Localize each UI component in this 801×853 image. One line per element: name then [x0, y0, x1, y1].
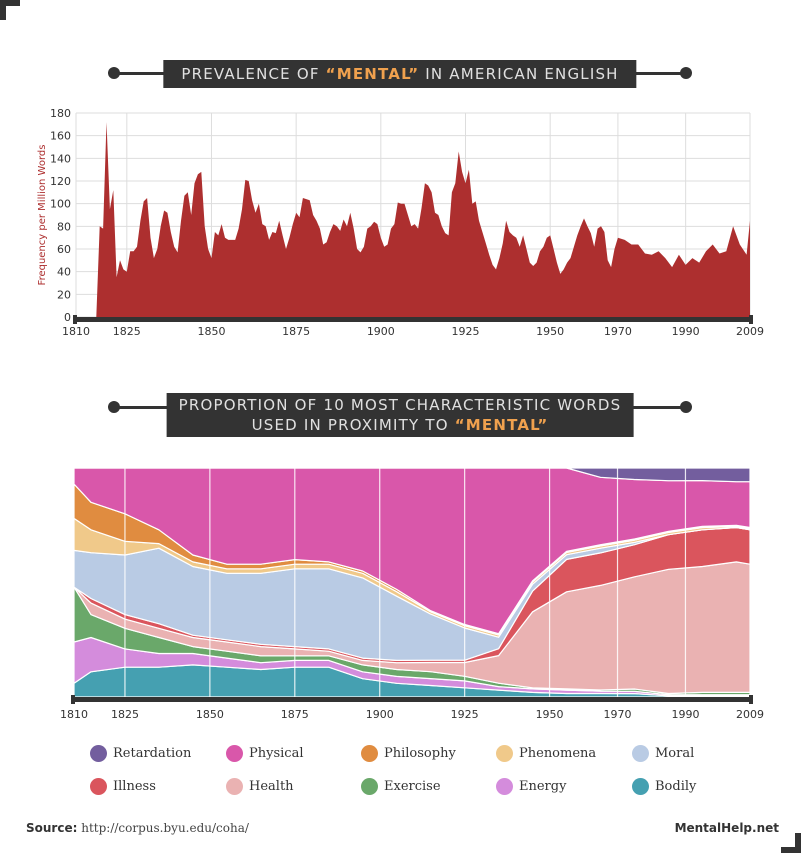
y-tick-label: 120: [50, 175, 71, 188]
x-tick-label: 1900: [367, 325, 395, 338]
x-tick-label: 1850: [197, 325, 225, 338]
legend-label: Physical: [249, 746, 304, 761]
chart2-title-line1: PROPORTION OF 10 MOST CHARACTERISTIC WOR…: [178, 396, 622, 414]
proportion-stacked-area-chart: 1810 1825 1850 1875 1900 1925 1950 1970 1990 2009: [60, 467, 764, 721]
legend-label: Retardation: [113, 746, 192, 761]
x-axis-cap-right: [749, 695, 753, 704]
brand-name[interactable]: MentalHelp.net: [674, 821, 779, 835]
x-tick-label: 1990: [672, 325, 700, 338]
chart2-title-banner: PROPORTION OF 10 MOST CHARACTERISTIC WOR…: [108, 393, 692, 440]
corner-mark-top-left: [0, 0, 20, 20]
prevalence-area-chart: 0 20 40 60 80 100 120 140 160 180 1810 1825 1850 1875…: [37, 107, 764, 338]
chart1-title: PREVALENCE OF “MENTAL” IN AMERICAN ENGLI…: [163, 60, 637, 88]
x-tick-label: 1970: [604, 325, 632, 338]
legend-swatch: [496, 745, 513, 762]
chart2-title-line2-highlight: “MENTAL”: [454, 416, 549, 434]
chart2-title-line2: USED IN PROXIMITY TO “MENTAL”: [179, 415, 622, 435]
legend-swatch: [632, 778, 649, 795]
title-dot-left: [108, 401, 120, 413]
y-tick-label: 80: [57, 220, 71, 233]
y-tick-label: 140: [50, 152, 71, 165]
y-tick-label: 180: [50, 107, 71, 120]
y-axis-label: Frequency per Million Words: [37, 145, 48, 286]
legend-label: Exercise: [384, 779, 441, 794]
corner-mark-bottom-right: [781, 833, 801, 853]
legend-swatch: [226, 778, 243, 795]
x-tick-label: 1925: [451, 708, 479, 721]
legend-label: Health: [249, 779, 294, 794]
legend-swatch: [496, 778, 513, 795]
x-tick-label: 1875: [282, 325, 310, 338]
x-tick-label: 1900: [366, 708, 394, 721]
title-dot-right: [680, 67, 692, 79]
x-tick-label: 2009: [736, 325, 764, 338]
y-tick-label: 160: [50, 130, 71, 143]
x-axis-bar: [72, 697, 752, 702]
y-tick-label: 20: [57, 288, 71, 301]
title-dot-right: [680, 401, 692, 413]
legend-label: Energy: [519, 779, 567, 794]
legend-label: Illness: [113, 779, 156, 794]
legend-label: Phenomena: [519, 746, 597, 761]
legend-swatch: [361, 778, 378, 795]
chart1-title-banner: PREVALENCE OF “MENTAL” IN AMERICAN ENGLI…: [108, 60, 692, 88]
chart2-title-line2-prefix: USED IN PROXIMITY TO: [251, 416, 455, 434]
x-tick-label: 1810: [62, 325, 90, 338]
legend-swatch: [226, 745, 243, 762]
x-tick-label: 1825: [113, 325, 141, 338]
legend-swatch: [90, 745, 107, 762]
legend-swatch: [632, 745, 649, 762]
stack-area-retardation: [73, 467, 751, 483]
chart2-title: PROPORTION OF 10 MOST CHARACTERISTIC WOR…: [166, 393, 634, 437]
legend-swatch: [90, 778, 107, 795]
chart1-title-suffix: IN AMERICAN ENGLISH: [419, 65, 619, 83]
x-axis-cap-right: [749, 315, 753, 324]
legend-label: Philosophy: [384, 746, 456, 761]
x-tick-label: 2009: [736, 708, 764, 721]
x-axis-bar: [74, 317, 752, 322]
chart1-title-highlight: “MENTAL”: [325, 65, 420, 83]
source-label: Source:: [26, 821, 78, 835]
title-dot-left: [108, 67, 120, 79]
x-tick-label: 1875: [281, 708, 309, 721]
x-axis-cap-left: [71, 695, 75, 704]
y-tick-label: 40: [57, 266, 71, 279]
x-tick-label: 1825: [111, 708, 139, 721]
x-tick-label: 1970: [604, 708, 632, 721]
x-tick-label: 1810: [60, 708, 88, 721]
source-url[interactable]: http://corpus.byu.edu/coha/: [81, 821, 249, 835]
chart1-title-prefix: PREVALENCE OF: [181, 65, 326, 83]
x-tick-label: 1925: [451, 325, 479, 338]
y-tick-label: 100: [50, 198, 71, 211]
y-tick-label: 60: [57, 243, 71, 256]
x-tick-label: 1990: [671, 708, 699, 721]
legend-label: Moral: [655, 746, 695, 761]
source-credit: Source: http://corpus.byu.edu/coha/: [26, 821, 249, 835]
legend-swatch: [361, 745, 378, 762]
x-axis-cap-left: [73, 315, 77, 324]
x-tick-label: 1950: [536, 708, 564, 721]
legend-label: Bodily: [655, 779, 697, 794]
y-tick-label: 0: [64, 311, 71, 324]
x-tick-label: 1850: [196, 708, 224, 721]
prevalence-area: [76, 122, 750, 317]
x-tick-label: 1950: [536, 325, 564, 338]
